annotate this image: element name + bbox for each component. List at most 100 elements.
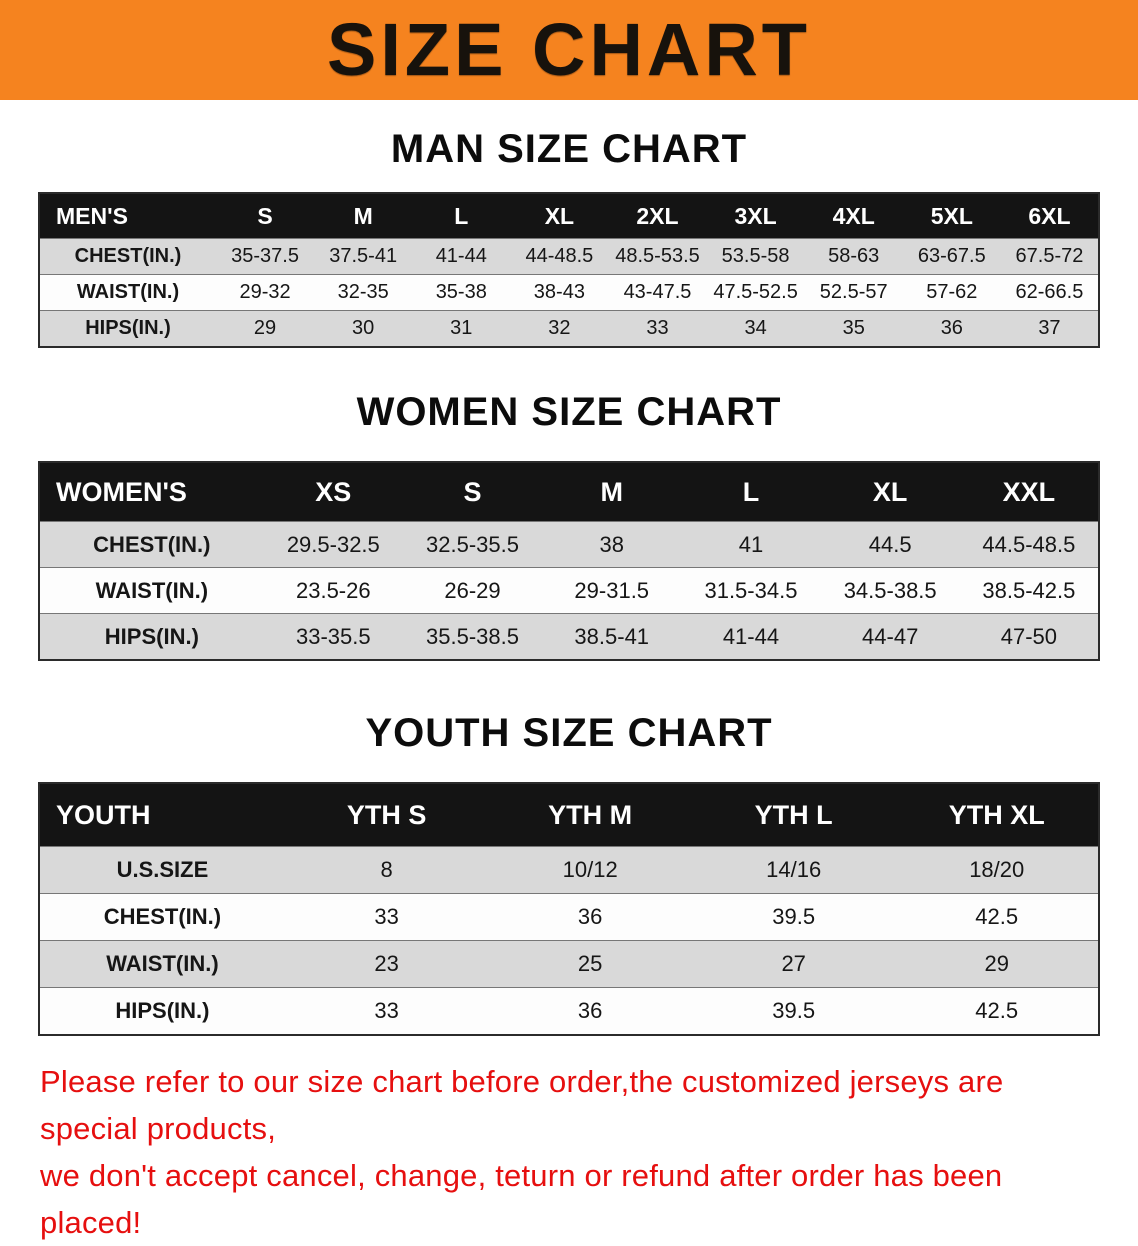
table-cell: 23: [284, 940, 489, 988]
table-cell: 38: [542, 521, 682, 568]
table-cell: 36: [902, 310, 1001, 348]
table-row: CHEST(IN.) 35-37.5 37.5-41 41-44 44-48.5 48.5…: [39, 238, 1099, 275]
table-cell: 44.5-48.5: [959, 521, 1099, 568]
row-label: HIPS(IN.): [39, 310, 216, 348]
table-cell: 41-44: [412, 238, 511, 275]
youth-size-heading: YOUTH SIZE CHART: [365, 711, 773, 755]
table-row: HIPS(IN.) 33-35.5 35.5-38.5 38.5-41 41-44 44-…: [39, 613, 1099, 661]
table-row: WAIST(IN.) 23.5-26 26-29 29-31.5 31.5-34.5 34…: [39, 567, 1099, 614]
table-row: CHEST(IN.) 33 36 39.5 42.5: [39, 893, 1099, 941]
row-label: U.S.SIZE: [39, 846, 285, 894]
row-label: WAIST(IN.): [39, 940, 285, 988]
table-cell: 25: [488, 940, 692, 988]
men-size-table: MEN'S S M L XL 2XL 3XL 4XL 5XL 6XL CHEST(IN.) 35-37…: [38, 192, 1100, 348]
size-column-header: M: [314, 193, 413, 239]
table-cell: 44-48.5: [510, 238, 609, 275]
row-label: WAIST(IN.): [39, 567, 264, 614]
table-cell: 30: [314, 310, 413, 348]
size-column-header: 2XL: [608, 193, 707, 239]
table-cell: 26-29: [402, 567, 543, 614]
youth-size-table: YOUTH YTH S YTH M YTH L YTH XL U.S.SIZE 8 10/12…: [38, 782, 1100, 1036]
man-size-heading: MAN SIZE CHART: [390, 127, 748, 171]
disclaimer-line-1: Please refer to our size chart before or…: [40, 1064, 1004, 1146]
women-size-table: WOMEN'S XS S M L XL XXL CHEST(IN.) 29.5-32.5 32.5…: [38, 461, 1100, 661]
table-cell: 14/16: [691, 846, 896, 894]
table-cell: 38.5-41: [542, 613, 682, 661]
table-cell: 29: [895, 940, 1099, 988]
table-cell: 42.5: [895, 893, 1099, 941]
table-cell: 63-67.5: [902, 238, 1001, 275]
row-label: WAIST(IN.): [39, 274, 216, 311]
size-column-header: M: [542, 462, 682, 522]
table-cell: 23.5-26: [263, 567, 403, 614]
table-cell: 67.5-72: [1000, 238, 1099, 275]
banner-title: SIZE CHART: [327, 8, 811, 91]
size-column-header: S: [216, 193, 315, 239]
table-cell: 35.5-38.5: [402, 613, 543, 661]
table-cell: 33: [608, 310, 707, 348]
table-cell: 48.5-53.5: [608, 238, 707, 275]
table-row: CHEST(IN.) 29.5-32.5 32.5-35.5 38 41 44.5 44.5…: [39, 521, 1099, 568]
disclaimer-note: Please refer to our size chart before or…: [0, 1058, 1138, 1246]
table-cell: 8: [284, 846, 489, 894]
size-column-header: L: [681, 462, 821, 522]
women-size-heading: WOMEN SIZE CHART: [356, 390, 782, 434]
size-column-header: 3XL: [706, 193, 805, 239]
size-column-header: 5XL: [902, 193, 1001, 239]
table-cell: 32: [510, 310, 609, 348]
table-cell: 38-43: [510, 274, 609, 311]
table-cell: 37.5-41: [314, 238, 413, 275]
size-column-header: YTH XL: [895, 783, 1099, 847]
table-header-row: WOMEN'S XS S M L XL XXL: [39, 462, 1099, 522]
row-label: CHEST(IN.): [39, 238, 216, 275]
table-cell: 33: [284, 987, 489, 1036]
table-cell: 33-35.5: [263, 613, 403, 661]
table-cell: 44-47: [820, 613, 960, 661]
table-row: WAIST(IN.) 23 25 27 29: [39, 940, 1099, 988]
table-cell: 36: [488, 893, 692, 941]
size-column-header: XS: [263, 462, 403, 522]
table-cell: 47.5-52.5: [706, 274, 805, 311]
women-size-section: WOMEN SIZE CHART WOMEN'S XS S M L XL XXL CHEST(…: [0, 390, 1138, 661]
table-row: HIPS(IN.) 33 36 39.5 42.5: [39, 987, 1099, 1036]
table-cell: 31.5-34.5: [681, 567, 821, 614]
table-cell: 52.5-57: [804, 274, 903, 311]
table-cell: 18/20: [895, 846, 1099, 894]
row-label: HIPS(IN.): [39, 613, 264, 661]
size-column-header: XL: [510, 193, 609, 239]
table-corner-label: MEN'S: [39, 193, 216, 239]
table-row: U.S.SIZE 8 10/12 14/16 18/20: [39, 846, 1099, 894]
size-column-header: XL: [820, 462, 960, 522]
table-cell: 34: [706, 310, 805, 348]
table-cell: 31: [412, 310, 511, 348]
table-cell: 44.5: [820, 521, 960, 568]
table-header-row: YOUTH YTH S YTH M YTH L YTH XL: [39, 783, 1099, 847]
table-cell: 33: [284, 893, 489, 941]
size-chart-banner: SIZE CHART: [0, 0, 1138, 100]
table-cell: 35-37.5: [216, 238, 315, 275]
table-cell: 29-32: [216, 274, 315, 311]
table-cell: 41: [681, 521, 821, 568]
table-cell: 58-63: [804, 238, 903, 275]
table-cell: 27: [691, 940, 896, 988]
table-cell: 38.5-42.5: [959, 567, 1099, 614]
table-cell: 39.5: [691, 893, 896, 941]
row-label: CHEST(IN.): [39, 893, 285, 941]
size-column-header: YTH M: [488, 783, 692, 847]
table-cell: 41-44: [681, 613, 821, 661]
size-column-header: 4XL: [804, 193, 903, 239]
table-cell: 43-47.5: [608, 274, 707, 311]
disclaimer-line-2: we don't accept cancel, change, teturn o…: [40, 1158, 1003, 1240]
row-label: CHEST(IN.): [39, 521, 264, 568]
table-cell: 53.5-58: [706, 238, 805, 275]
table-cell: 42.5: [895, 987, 1099, 1036]
table-cell: 35-38: [412, 274, 511, 311]
table-cell: 29.5-32.5: [263, 521, 403, 568]
table-header-row: MEN'S S M L XL 2XL 3XL 4XL 5XL 6XL: [39, 193, 1099, 239]
table-row: HIPS(IN.) 29 30 31 32 33 34 35 36 37: [39, 310, 1099, 348]
table-cell: 57-62: [902, 274, 1001, 311]
table-corner-label: WOMEN'S: [39, 462, 264, 522]
size-column-header: S: [402, 462, 543, 522]
table-cell: 36: [488, 987, 692, 1036]
table-cell: 34.5-38.5: [820, 567, 960, 614]
